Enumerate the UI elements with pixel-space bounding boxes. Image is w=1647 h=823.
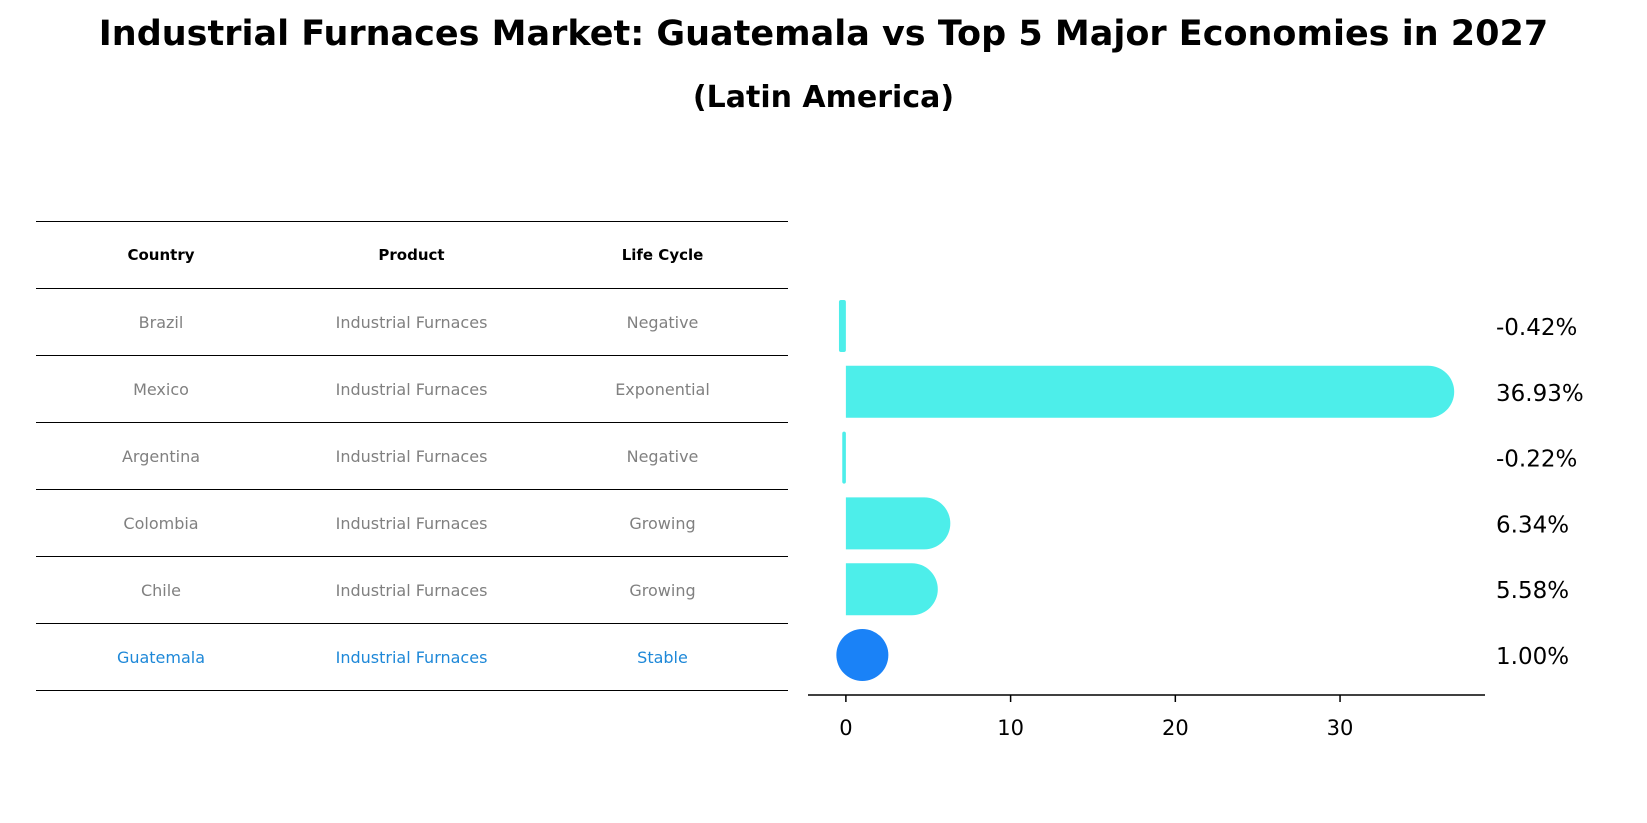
bar bbox=[845, 365, 1455, 418]
cell-product: Industrial Furnaces bbox=[286, 623, 537, 691]
chart-title: Industrial Furnaces Market: Guatemala vs… bbox=[98, 14, 1549, 54]
table-row: Brazil Industrial Furnaces Negative bbox=[36, 288, 788, 356]
cell-product: Industrial Furnaces bbox=[286, 355, 537, 423]
value-label: -0.22% bbox=[1496, 447, 1577, 473]
cell-product: Industrial Furnaces bbox=[286, 422, 537, 490]
bar bbox=[845, 563, 938, 616]
value-label: -0.42% bbox=[1496, 315, 1577, 341]
cell-life-cycle: Exponential bbox=[537, 355, 788, 423]
cell-country: Colombia bbox=[36, 489, 286, 557]
cell-life-cycle: Growing bbox=[537, 489, 788, 557]
cell-product: Industrial Furnaces bbox=[286, 556, 537, 624]
cell-life-cycle: Stable bbox=[537, 623, 788, 691]
table-header-row: Country Product Life Cycle bbox=[36, 221, 788, 289]
x-tick-label: 20 bbox=[1162, 716, 1189, 740]
table-row: Chile Industrial Furnaces Growing bbox=[36, 556, 788, 624]
bar bbox=[838, 300, 846, 352]
data-table: Country Product Life Cycle Brazil Indust… bbox=[36, 221, 788, 691]
header-life-cycle: Life Cycle bbox=[537, 221, 788, 289]
cell-country: Mexico bbox=[36, 355, 286, 423]
value-label: 1.00% bbox=[1496, 644, 1569, 670]
value-label: 6.34% bbox=[1496, 512, 1569, 538]
x-tick-label: 30 bbox=[1327, 716, 1354, 740]
chart-subtitle: (Latin America) bbox=[692, 80, 955, 115]
bar-marker-highlight bbox=[836, 629, 889, 681]
cell-product: Industrial Furnaces bbox=[286, 288, 537, 356]
cell-life-cycle: Negative bbox=[537, 288, 788, 356]
value-label: 36.93% bbox=[1496, 381, 1584, 407]
bar bbox=[842, 431, 846, 484]
cell-life-cycle: Growing bbox=[537, 556, 788, 624]
cell-country: Brazil bbox=[36, 288, 286, 356]
header-country: Country bbox=[36, 221, 286, 289]
header-product: Product bbox=[286, 221, 537, 289]
table-row: Mexico Industrial Furnaces Exponential bbox=[36, 355, 788, 423]
table-row: Colombia Industrial Furnaces Growing bbox=[36, 489, 788, 557]
bar bbox=[845, 497, 951, 550]
cell-product: Industrial Furnaces bbox=[286, 489, 537, 557]
x-tick-label: 10 bbox=[997, 716, 1024, 740]
cell-life-cycle: Negative bbox=[537, 422, 788, 490]
table-row: Argentina Industrial Furnaces Negative bbox=[36, 422, 788, 490]
cell-country: Guatemala bbox=[36, 623, 286, 691]
value-label: 5.58% bbox=[1496, 578, 1569, 604]
table-row-highlight: Guatemala Industrial Furnaces Stable bbox=[36, 623, 788, 691]
x-tick-label: 0 bbox=[839, 716, 852, 740]
cell-country: Argentina bbox=[36, 422, 286, 490]
cell-country: Chile bbox=[36, 556, 286, 624]
